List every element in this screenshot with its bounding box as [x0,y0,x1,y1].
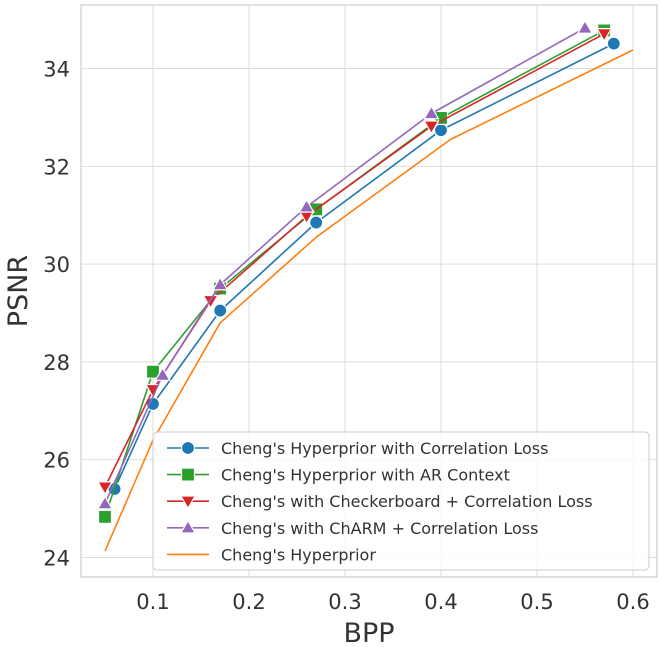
data-point [212,276,229,291]
y-tick-label: 26 [43,449,70,473]
data-point [180,440,196,456]
legend-item: Cheng's Hyperprior with Correlation Loss [167,439,548,458]
x-tick-labels: 0.1 0.2 0.3 0.4 0.5 0.6 [136,590,649,614]
legend-label: Cheng's Hyperprior with Correlation Loss [221,439,548,458]
series-layer [96,19,634,552]
data-point [576,19,594,34]
y-tick-label: 30 [43,253,70,277]
series-line [113,42,615,490]
data-point [145,364,161,379]
data-point [423,105,440,120]
legend-item: Cheng's with Checkerboard + Correlation … [167,492,593,511]
data-point [154,366,171,381]
legend: Cheng's Hyperprior with Correlation Loss… [152,431,650,571]
legend-label: Cheng's Hyperprior [221,545,376,564]
legend-item: Cheng's Hyperprior with AR Context [167,466,510,485]
series-line [104,27,586,505]
x-axis-title: BPP [343,618,394,647]
x-tick-label: 0.5 [520,590,553,614]
series-group [107,36,621,497]
series-group [96,19,594,510]
data-point [179,519,197,534]
series-line [104,49,634,552]
series-group [96,28,613,496]
x-tick-label: 0.3 [328,590,361,614]
legend-label: Cheng's with ChARM + Correlation Loss [221,519,538,538]
data-point [213,303,228,318]
data-point [179,495,197,510]
y-tick-label: 32 [43,155,70,179]
legend-item: Cheng's Hyperprior [167,545,376,564]
x-tick-label: 0.2 [232,590,265,614]
legend-box [152,431,650,571]
data-point [309,215,324,230]
data-point [97,509,113,524]
y-axis-title: PSNR [3,255,34,327]
data-point [96,495,114,510]
data-point [298,198,315,213]
y-tick-label: 28 [43,351,70,375]
x-tick-label: 0.4 [424,590,457,614]
series-group [104,49,634,552]
x-tick-label: 0.1 [136,590,169,614]
data-point [606,36,621,51]
legend-label: Cheng's with Checkerboard + Correlation … [221,492,593,511]
y-tick-label: 34 [43,58,70,82]
y-tick-label: 24 [43,546,70,570]
data-point [96,481,114,496]
x-tick-label: 0.6 [616,590,649,614]
series-line [104,33,605,488]
data-point [180,467,196,482]
legend-item: Cheng's with ChARM + Correlation Loss [167,519,538,538]
data-point [596,28,613,43]
data-point [423,120,440,135]
legend-label: Cheng's Hyperprior with AR Context [221,466,510,485]
y-tick-labels: 24 26 28 30 32 34 [43,58,70,571]
data-point [202,294,219,310]
